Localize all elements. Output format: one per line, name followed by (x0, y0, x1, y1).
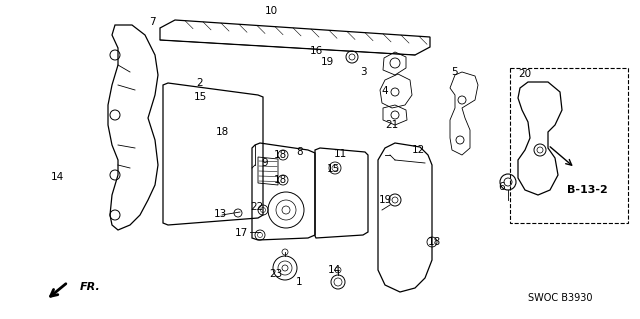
Text: 6: 6 (499, 182, 506, 192)
Text: 23: 23 (269, 269, 283, 279)
Text: 17: 17 (234, 228, 248, 238)
Text: 2: 2 (196, 78, 204, 88)
Text: 18: 18 (428, 237, 440, 247)
Text: 12: 12 (412, 145, 424, 155)
Text: FR.: FR. (80, 282, 100, 292)
Text: 9: 9 (262, 158, 268, 168)
Text: 19: 19 (378, 195, 392, 205)
Text: 18: 18 (273, 175, 287, 185)
Text: 1: 1 (296, 277, 302, 287)
Text: B-13-2: B-13-2 (566, 185, 607, 195)
Text: 3: 3 (360, 67, 366, 77)
Text: 4: 4 (381, 86, 388, 96)
Text: 22: 22 (250, 202, 264, 212)
Text: 15: 15 (193, 92, 207, 102)
Text: 19: 19 (321, 57, 333, 67)
Text: 16: 16 (309, 46, 323, 56)
Text: 7: 7 (148, 17, 156, 27)
Text: 13: 13 (213, 209, 227, 219)
Text: 20: 20 (518, 69, 532, 79)
Text: 14: 14 (328, 265, 340, 275)
Text: 18: 18 (216, 127, 228, 137)
Text: 5: 5 (452, 67, 458, 77)
Text: 14: 14 (51, 172, 63, 182)
Text: SWOC B3930: SWOC B3930 (528, 293, 592, 303)
Text: 15: 15 (326, 164, 340, 174)
Text: 18: 18 (273, 150, 287, 160)
Text: 8: 8 (297, 147, 303, 157)
Text: 11: 11 (333, 149, 347, 159)
Text: 21: 21 (385, 120, 399, 130)
Text: 10: 10 (264, 6, 278, 16)
